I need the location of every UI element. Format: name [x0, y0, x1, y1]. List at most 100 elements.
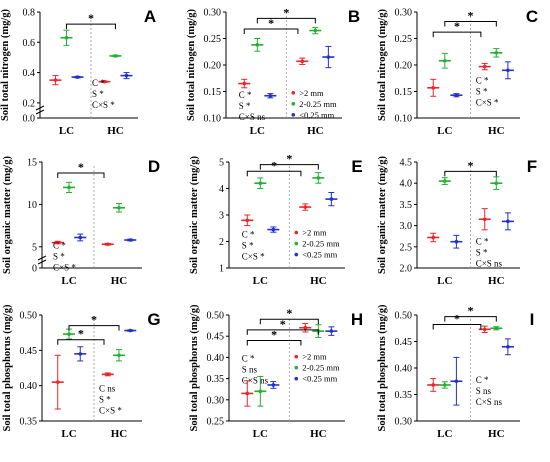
data-point — [494, 51, 499, 55]
y-tick-label: 0.10 — [395, 114, 413, 125]
stats-annotation: C * — [476, 375, 489, 385]
stats-annotation: C×S * — [53, 262, 76, 272]
stats-annotation: C×S ns — [239, 112, 266, 122]
group-label-lc: LC — [253, 275, 268, 287]
data-point — [105, 372, 110, 377]
y-tick-label: 2.0 — [400, 264, 413, 275]
data-point — [64, 35, 69, 40]
y-tick-label: 0.50 — [20, 311, 38, 322]
y-tick-label: 5 — [32, 242, 37, 253]
data-point — [431, 383, 436, 387]
panel-letter: H — [351, 310, 363, 329]
data-point — [78, 352, 83, 356]
data-point — [329, 329, 334, 333]
stats-annotation: S ns — [476, 386, 492, 396]
significance-star: * — [271, 158, 277, 172]
group-label-hc: HC — [111, 275, 128, 287]
stats-annotation: C * — [53, 240, 66, 250]
significance-star: * — [286, 306, 292, 320]
y-tick-label: 0.45 — [395, 337, 413, 348]
stats-annotation: C×S * — [99, 405, 122, 415]
significance-star: * — [268, 16, 274, 30]
legend-marker — [294, 354, 299, 359]
y-tick-label: 0.6 — [23, 38, 36, 49]
data-point — [443, 383, 447, 387]
panel-letter: E — [351, 157, 362, 176]
data-point — [494, 181, 499, 185]
stats-annotation: S * — [239, 101, 251, 111]
data-point — [303, 205, 308, 209]
significance-bracket — [259, 318, 319, 325]
group-label-hc: HC — [488, 275, 505, 287]
axis-break-mark — [37, 255, 47, 261]
data-point — [55, 380, 60, 384]
group-label-lc: LC — [59, 125, 74, 137]
significance-bracket — [246, 329, 319, 335]
stats-annotation: S ns — [242, 365, 258, 375]
significance-star: * — [280, 317, 286, 331]
data-point — [506, 219, 510, 224]
data-point — [75, 75, 80, 79]
stats-annotation: S * — [92, 89, 104, 99]
significance-bracket — [259, 164, 319, 170]
data-point — [78, 235, 83, 240]
panel-D: 0 5 10 15 Soil organic matter (mg/g) LC HC * C *… — [2, 156, 160, 287]
group-label-lc: LC — [253, 428, 268, 440]
legend-entry: 2-0.25 mm — [302, 239, 340, 249]
data-point — [316, 176, 321, 180]
stats-annotation: S * — [53, 251, 65, 261]
panel-letter: G — [147, 310, 160, 329]
significance-star: * — [78, 327, 84, 341]
y-tick-label: 0.30 — [395, 8, 413, 19]
significance-star: * — [468, 9, 474, 23]
data-point — [67, 332, 71, 336]
y-tick-label: 0.50 — [395, 311, 413, 322]
panel-B: 0.10 0.15 0.20 0.25 0.30 Soil total nitrogen … — [186, 5, 360, 137]
panel-letter: C — [526, 7, 538, 26]
y-tick-label: 0.45 — [207, 332, 225, 343]
y-tick-label: 3 — [219, 211, 224, 222]
axis-break-mark — [35, 109, 45, 115]
group-label-hc: HC — [310, 275, 327, 287]
data-point — [431, 85, 436, 90]
panel-H: 0.25 0.30 0.35 0.40 0.45 0.50 Soil total phosp… — [189, 304, 363, 440]
significance-star: * — [454, 312, 460, 326]
y-tick-label: 0.15 — [395, 87, 413, 98]
data-point — [128, 328, 133, 333]
significance-bracket — [432, 324, 482, 330]
y-axis-label: Soil total phosphorus (mg/g) — [189, 304, 200, 431]
data-point — [494, 326, 499, 331]
y-tick-label: 0.30 — [207, 395, 225, 406]
legend-marker — [291, 113, 296, 117]
significance-bracket — [444, 21, 497, 27]
data-point — [482, 64, 487, 69]
legend-marker — [294, 376, 299, 381]
legend-entry: 2-0.25 mm — [299, 99, 337, 109]
data-point — [482, 327, 487, 332]
significance-star: * — [88, 11, 94, 25]
group-label-hc: HC — [310, 428, 327, 440]
data-point — [245, 218, 250, 223]
data-point — [443, 179, 447, 183]
y-tick-label: 0.25 — [395, 34, 413, 45]
legend-entry: >2 mm — [302, 228, 327, 238]
group-label-lc: LC — [437, 275, 452, 287]
y-axis-label: Soil organic matter (mg/g) — [189, 156, 200, 274]
significance-bracket — [432, 31, 482, 38]
significance-star: * — [454, 19, 460, 33]
stats-annotation: C ns — [99, 383, 116, 393]
stats-annotation: S * — [476, 87, 488, 97]
y-tick-label: 0.45 — [20, 346, 38, 357]
y-tick-label: 4.0 — [400, 179, 413, 190]
stats-annotation: C * — [239, 90, 252, 100]
group-label-hc: HC — [107, 125, 124, 137]
stats-annotation: S * — [99, 394, 111, 404]
stats-annotation: S * — [476, 248, 488, 258]
y-tick-label: 4 — [219, 184, 224, 195]
stats-annotation: C×S * — [476, 98, 499, 108]
significance-star: * — [283, 5, 289, 19]
data-point — [102, 79, 107, 84]
data-point — [313, 28, 318, 33]
legend-marker — [294, 365, 299, 370]
y-tick-label: 0.10 — [204, 114, 222, 125]
